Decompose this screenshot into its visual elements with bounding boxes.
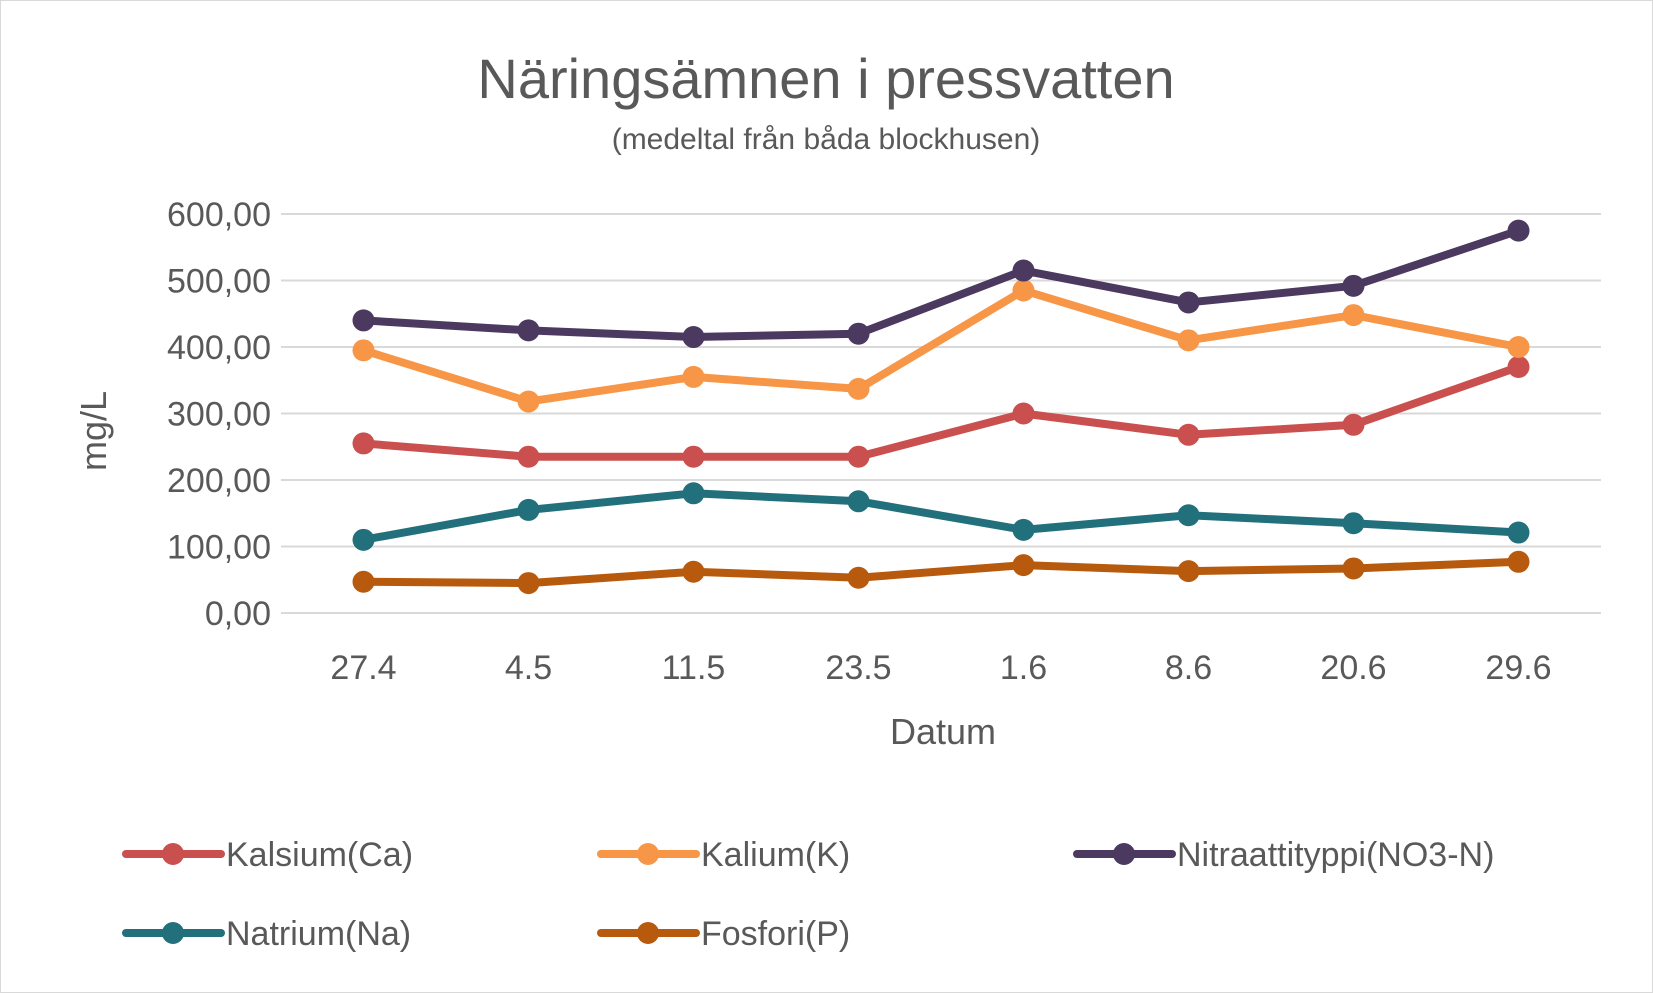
- y-tick-label: 500,00: [167, 263, 271, 301]
- data-point: [1342, 512, 1365, 535]
- data-point: [517, 572, 540, 595]
- data-point: [517, 445, 540, 468]
- legend-swatch-marker: [637, 922, 659, 944]
- data-point: [1177, 291, 1200, 314]
- data-point: [1177, 329, 1200, 352]
- legend-item: Kalsium(Ca): [122, 836, 413, 874]
- y-axis-label: mg/L: [73, 391, 114, 471]
- data-point: [1507, 550, 1530, 573]
- y-tick-label: 200,00: [167, 462, 271, 500]
- legend-swatch-marker: [1113, 843, 1135, 865]
- data-point: [682, 560, 705, 583]
- data-point: [1342, 413, 1365, 436]
- data-point: [847, 445, 870, 468]
- chart-title: Näringsämnen i pressvatten: [477, 47, 1174, 110]
- series-group: [352, 355, 1530, 468]
- legend-item: Kalium(K): [597, 836, 850, 874]
- legend: Kalsium(Ca) Kalium(K) Nitraattityppi(NO3-N…: [122, 836, 1494, 953]
- legend-label: Nitraattityppi(NO3-N): [1177, 836, 1494, 874]
- data-point: [847, 322, 870, 345]
- data-point: [352, 309, 375, 332]
- chart-subtitle: (medeltal från båda blockhusen): [612, 123, 1041, 156]
- data-point: [682, 326, 705, 349]
- data-point: [1342, 557, 1365, 580]
- x-tick-label: 1.6: [1000, 649, 1047, 687]
- data-point: [1012, 518, 1035, 541]
- x-tick-label: 8.6: [1165, 649, 1212, 687]
- data-point: [682, 482, 705, 505]
- data-point: [517, 319, 540, 342]
- data-point: [352, 570, 375, 593]
- x-tick-label: 29.6: [1485, 649, 1551, 687]
- legend-item: Natrium(Na): [122, 915, 411, 953]
- data-point: [1177, 560, 1200, 583]
- legend-swatch-marker: [162, 922, 184, 944]
- legend-label: Kalium(K): [701, 836, 850, 874]
- legend-item: Nitraattityppi(NO3-N): [1073, 836, 1494, 874]
- y-tick-label: 0,00: [205, 595, 271, 633]
- x-tick-label: 4.5: [505, 649, 552, 687]
- legend-label: Fosfori(P): [701, 915, 850, 953]
- series-group: [352, 279, 1530, 413]
- gridlines: [281, 213, 1601, 614]
- data-point: [517, 498, 540, 521]
- series-line: [359, 489, 1523, 544]
- series-group: [352, 550, 1530, 595]
- series-line: [359, 286, 1523, 406]
- data-point: [1507, 355, 1530, 378]
- series-line: [359, 557, 1523, 588]
- data-point: [847, 377, 870, 400]
- series-group: [352, 219, 1530, 349]
- data-point: [1342, 274, 1365, 297]
- data-point: [1012, 402, 1035, 425]
- data-point: [682, 445, 705, 468]
- y-tick-label: 400,00: [167, 329, 271, 367]
- data-point: [682, 365, 705, 388]
- data-point: [1177, 504, 1200, 527]
- series-group: [352, 482, 1530, 551]
- data-point: [1507, 336, 1530, 358]
- data-point: [847, 566, 870, 589]
- data-point: [352, 528, 375, 551]
- x-axis-label: Datum: [890, 711, 996, 752]
- data-point: [1507, 521, 1530, 544]
- data-point: [1012, 279, 1035, 302]
- data-point: [1342, 304, 1365, 327]
- y-tick-label: 300,00: [167, 396, 271, 434]
- data-point: [1507, 219, 1530, 242]
- y-tick-label: 600,00: [167, 196, 271, 234]
- data-point: [1012, 259, 1035, 282]
- series-line: [359, 362, 1523, 461]
- y-axis-ticks: 0,00 100,00 200,00 300,00 400,00 500,00 600,00: [167, 196, 271, 633]
- data-point: [352, 432, 375, 455]
- data-point: [517, 390, 540, 413]
- legend-item: Fosfori(P): [597, 915, 850, 953]
- legend-swatch-marker: [162, 843, 184, 865]
- x-tick-label: 27.4: [330, 649, 396, 687]
- y-tick-label: 100,00: [167, 529, 271, 567]
- data-point: [1177, 423, 1200, 446]
- x-tick-label: 20.6: [1320, 649, 1386, 687]
- x-tick-label: 23.5: [825, 649, 891, 687]
- legend-label: Natrium(Na): [226, 915, 411, 953]
- data-point: [847, 490, 870, 513]
- data-point: [1012, 554, 1035, 577]
- x-tick-label: 11.5: [662, 649, 726, 687]
- x-axis-ticks: 27.4 4.5 11.5 23.5 1.6 8.6 20.6 29.6: [330, 649, 1551, 687]
- data-point: [352, 339, 375, 362]
- series-line: [359, 226, 1523, 342]
- series-lines: [352, 219, 1530, 595]
- legend-label: Kalsium(Ca): [226, 836, 413, 874]
- legend-swatch-marker: [637, 843, 659, 865]
